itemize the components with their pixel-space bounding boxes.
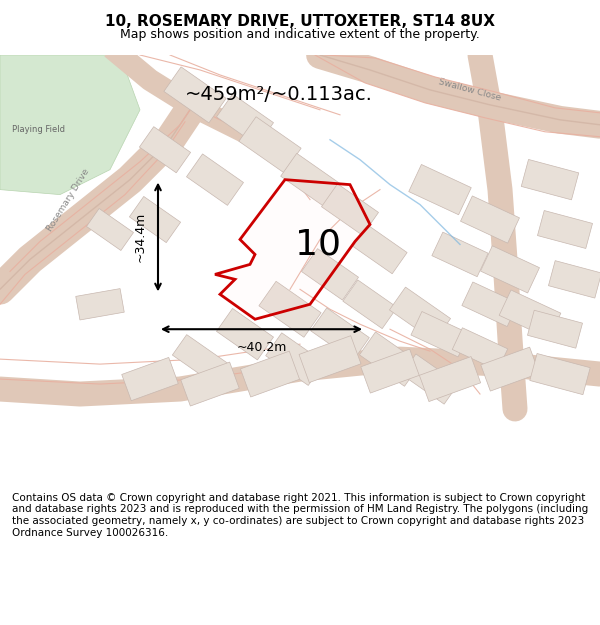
Polygon shape (217, 94, 274, 146)
Polygon shape (164, 67, 226, 123)
Text: Playing Field: Playing Field (11, 125, 65, 134)
Polygon shape (548, 261, 600, 298)
Polygon shape (215, 179, 370, 319)
Polygon shape (462, 282, 518, 327)
Polygon shape (172, 334, 227, 384)
Polygon shape (521, 159, 579, 200)
Text: 10, ROSEMARY DRIVE, UTTOXETER, ST14 8UX: 10, ROSEMARY DRIVE, UTTOXETER, ST14 8UX (105, 14, 495, 29)
Polygon shape (343, 280, 397, 329)
Text: 10: 10 (295, 228, 341, 261)
Polygon shape (311, 308, 370, 361)
Polygon shape (359, 332, 421, 386)
Polygon shape (538, 211, 593, 249)
Polygon shape (419, 357, 481, 402)
Polygon shape (409, 164, 471, 215)
Polygon shape (266, 333, 325, 386)
Polygon shape (481, 246, 539, 293)
Polygon shape (411, 311, 469, 357)
Polygon shape (181, 362, 239, 406)
Polygon shape (527, 310, 583, 348)
Polygon shape (139, 127, 191, 173)
Polygon shape (187, 154, 244, 206)
Polygon shape (76, 289, 124, 320)
Polygon shape (452, 328, 508, 371)
Polygon shape (259, 281, 321, 338)
Polygon shape (361, 349, 419, 393)
Polygon shape (241, 351, 299, 397)
Polygon shape (499, 290, 561, 339)
Polygon shape (130, 196, 181, 242)
Polygon shape (401, 354, 458, 404)
Text: ~459m²/~0.113ac.: ~459m²/~0.113ac. (185, 86, 373, 104)
Text: ~34.4m: ~34.4m (133, 212, 146, 262)
Text: Map shows position and indicative extent of the property.: Map shows position and indicative extent… (120, 28, 480, 41)
Polygon shape (86, 209, 134, 251)
Polygon shape (217, 309, 274, 360)
Polygon shape (432, 232, 488, 277)
Polygon shape (281, 153, 340, 206)
Polygon shape (301, 249, 359, 300)
Text: ~40.2m: ~40.2m (236, 341, 287, 354)
Polygon shape (481, 347, 539, 391)
Polygon shape (461, 196, 520, 243)
Polygon shape (122, 357, 178, 401)
Polygon shape (530, 354, 590, 394)
Polygon shape (0, 55, 140, 194)
Polygon shape (299, 336, 361, 382)
Polygon shape (353, 225, 407, 274)
Polygon shape (322, 184, 379, 235)
Text: Swallow Close: Swallow Close (438, 78, 502, 102)
Text: Rosemary Drive: Rosemary Drive (45, 167, 91, 232)
Polygon shape (239, 117, 301, 172)
Text: Contains OS data © Crown copyright and database right 2021. This information is : Contains OS data © Crown copyright and d… (12, 493, 588, 538)
Polygon shape (389, 287, 451, 341)
